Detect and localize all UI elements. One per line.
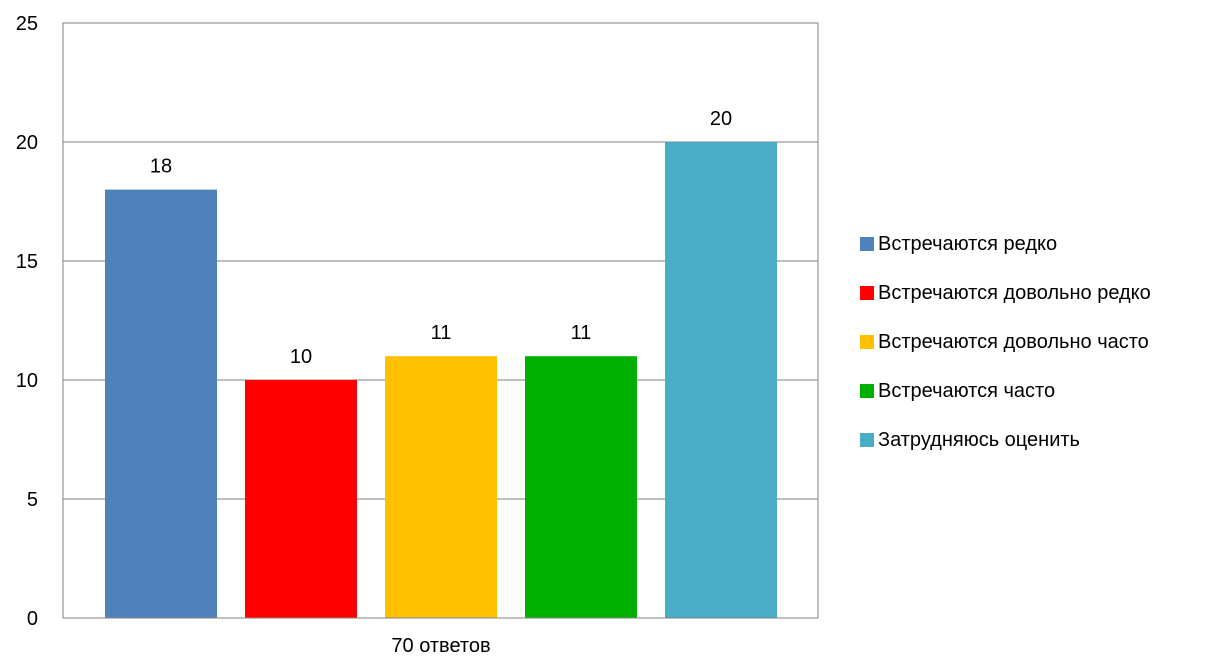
- y-tick-label: 10: [16, 370, 38, 392]
- y-axis: 0 5 10 15 20 25: [16, 13, 38, 630]
- bar: [245, 380, 357, 618]
- x-axis-category-label: 70 ответов: [391, 635, 490, 657]
- legend-item: Встречаются редко: [860, 230, 1151, 258]
- legend-label: Встречаются довольно редко: [878, 281, 1151, 304]
- plot-area-border: [62, 22, 819, 619]
- bar: [105, 189, 217, 618]
- data-label: 11: [571, 322, 592, 344]
- legend-swatch: [860, 433, 874, 447]
- bar: [665, 142, 777, 618]
- legend-item: Затрудняюсь оценить: [860, 426, 1151, 454]
- legend-label: Встречаются довольно часто: [878, 330, 1149, 353]
- y-tick-label: 5: [27, 489, 38, 511]
- legend-item: Встречаются довольно редко: [860, 279, 1151, 307]
- legend-swatch: [860, 335, 874, 349]
- legend-item: Встречаются часто: [860, 377, 1151, 405]
- y-tick-label: 20: [16, 132, 38, 154]
- y-tick-label: 0: [27, 608, 38, 630]
- bar: [525, 356, 637, 618]
- data-label: 10: [290, 346, 312, 368]
- data-label: 18: [150, 156, 172, 178]
- legend-item: Встречаются довольно часто: [860, 328, 1151, 356]
- data-labels: 18 10 11 11 20: [150, 108, 732, 368]
- legend-swatch: [860, 286, 874, 300]
- y-tick-label: 15: [16, 251, 38, 273]
- legend: Встречаются редко Встречаются довольно ре…: [860, 230, 1151, 475]
- data-label: 11: [431, 322, 452, 344]
- legend-label: Затрудняюсь оценить: [878, 428, 1080, 451]
- data-label: 20: [710, 108, 732, 130]
- legend-swatch: [860, 237, 874, 251]
- y-tick-label: 25: [16, 13, 38, 35]
- bar: [385, 356, 497, 618]
- legend-swatch: [860, 384, 874, 398]
- legend-label: Встречаются редко: [878, 232, 1058, 255]
- bars: [105, 142, 777, 618]
- legend-label: Встречаются часто: [878, 379, 1056, 402]
